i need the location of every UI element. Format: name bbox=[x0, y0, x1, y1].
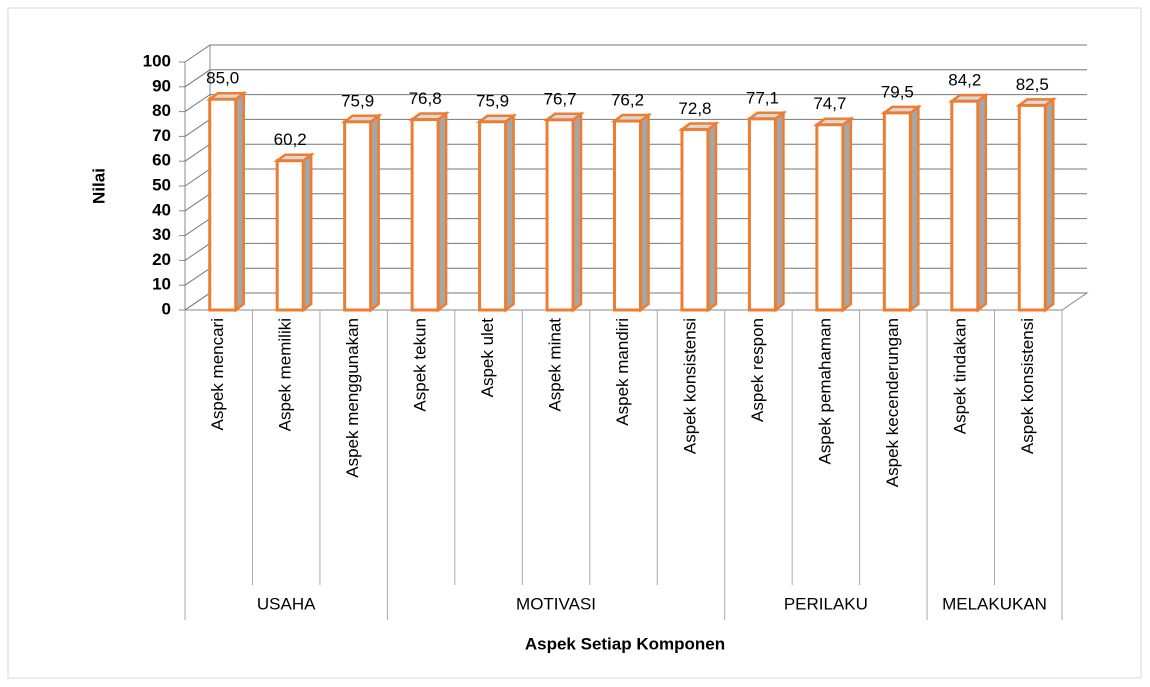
x-tick-label: Aspek konsistensi bbox=[680, 318, 699, 454]
value-label: 75,9 bbox=[341, 91, 374, 110]
y-tick-label: 20 bbox=[152, 250, 171, 269]
y-tick-label: 80 bbox=[152, 101, 171, 120]
y-tick-label: 30 bbox=[152, 225, 171, 244]
grid-line bbox=[184, 69, 1087, 88]
bar bbox=[950, 99, 980, 312]
value-label: 74,7 bbox=[813, 94, 846, 113]
bar bbox=[882, 111, 912, 312]
x-tick-label: Aspek kecenderungan bbox=[883, 318, 902, 487]
group-label: USAHA bbox=[257, 594, 316, 613]
y-tick-label: 90 bbox=[152, 76, 171, 95]
x-tick-label: Aspek ulet bbox=[478, 318, 497, 398]
x-tick-label: Aspek konsistensi bbox=[1018, 318, 1037, 454]
y-tick-label: 70 bbox=[152, 126, 171, 145]
bar bbox=[208, 97, 238, 312]
y-tick-label: 10 bbox=[152, 275, 171, 294]
bar bbox=[1017, 103, 1047, 312]
bar bbox=[478, 120, 508, 312]
bar bbox=[275, 159, 305, 312]
x-tick-label: Aspek pemahaman bbox=[815, 318, 834, 464]
bar bbox=[680, 127, 710, 312]
grid-line bbox=[184, 44, 1087, 63]
bar bbox=[815, 123, 845, 312]
bar bbox=[747, 117, 777, 312]
value-label: 76,8 bbox=[409, 89, 442, 108]
x-axis-title: Aspek Setiap Komponen bbox=[525, 634, 725, 653]
x-tick-label: Aspek memiliki bbox=[276, 318, 295, 431]
x-tick-label: Aspek minat bbox=[546, 318, 565, 412]
x-tick-label: Aspek tekun bbox=[411, 318, 430, 412]
bar bbox=[545, 118, 575, 312]
value-label: 76,7 bbox=[543, 89, 576, 108]
bar bbox=[613, 119, 642, 312]
group-label: MELAKUKAN bbox=[942, 594, 1047, 613]
value-label: 85,0 bbox=[206, 69, 239, 88]
value-label: 60,2 bbox=[274, 130, 307, 149]
x-tick-label: Aspek mencari bbox=[208, 318, 227, 430]
group-label: MOTIVASI bbox=[516, 594, 596, 613]
x-tick-label: Aspek menggunakan bbox=[343, 318, 362, 478]
bar bbox=[410, 118, 440, 312]
y-axis-title: Nilai bbox=[89, 168, 108, 204]
value-label: 72,8 bbox=[678, 99, 711, 118]
bar bbox=[343, 120, 373, 312]
x-tick-label: Aspek mandiri bbox=[613, 318, 632, 426]
x-tick-label: Aspek respon bbox=[748, 318, 767, 422]
value-label: 79,5 bbox=[881, 82, 914, 101]
group-label: PERILAKU bbox=[784, 594, 868, 613]
y-tick-label: 100 bbox=[143, 51, 171, 70]
y-tick-label: 0 bbox=[162, 299, 171, 318]
value-label: 84,2 bbox=[948, 71, 981, 90]
y-tick-label: 40 bbox=[152, 200, 171, 219]
x-tick-label: Aspek tindakan bbox=[950, 318, 969, 434]
value-label: 76,2 bbox=[611, 91, 644, 110]
value-label: 77,1 bbox=[746, 88, 779, 107]
y-tick-label: 60 bbox=[152, 151, 171, 170]
y-tick-label: 50 bbox=[152, 175, 171, 194]
value-label: 82,5 bbox=[1016, 75, 1049, 94]
grid-line bbox=[184, 94, 1087, 113]
value-label: 75,9 bbox=[476, 91, 509, 110]
